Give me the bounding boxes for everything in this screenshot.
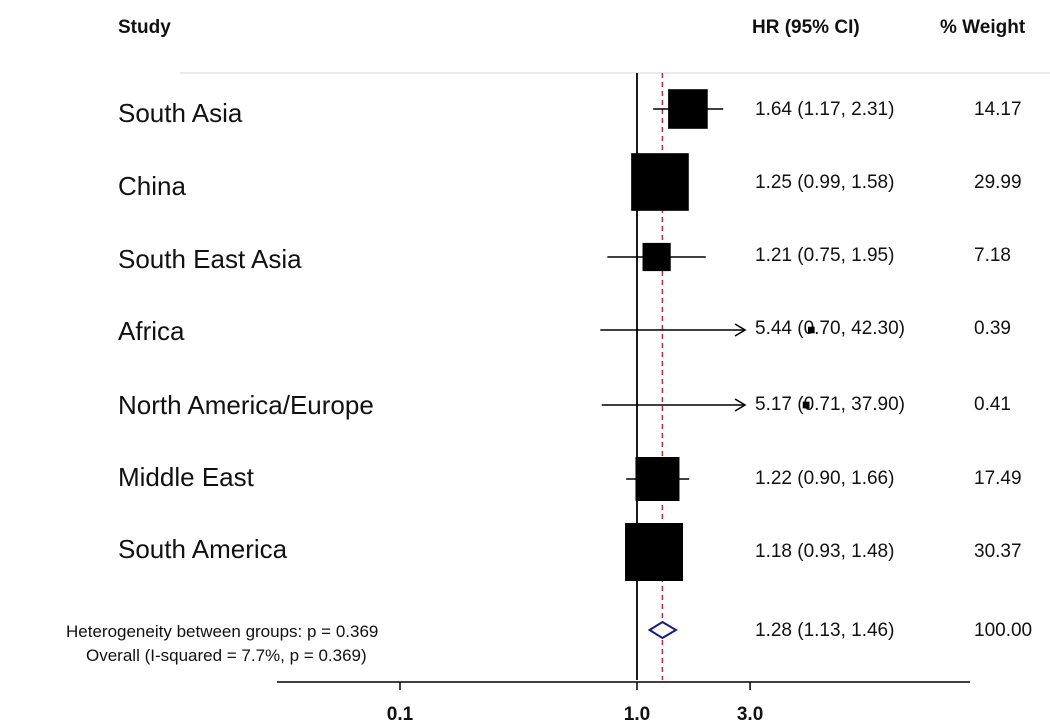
weight-square <box>625 523 684 581</box>
overall-label: Overall (I-squared = 7.7%, p = 0.369) <box>86 646 367 665</box>
weight-text: 29.99 <box>974 172 1022 193</box>
overall-ci-text: 1.28 (1.13, 1.46) <box>755 620 895 641</box>
ci-arrow <box>734 398 747 412</box>
heterogeneity-label: Heterogeneity between groups: p = 0.369 <box>66 622 379 641</box>
overall-diamond <box>647 620 678 640</box>
header-weight: % Weight <box>940 17 1026 38</box>
study-label: China <box>118 171 186 201</box>
study-label: South East Asia <box>118 244 302 274</box>
study-label: North America/Europe <box>118 390 374 420</box>
weight-square <box>668 89 708 129</box>
ci-text: 1.64 (1.17, 2.31) <box>755 99 895 120</box>
weight-square <box>642 242 671 272</box>
ci-arrow <box>734 323 747 337</box>
weight-text: 0.39 <box>974 318 1011 339</box>
weight-square <box>631 153 689 211</box>
x-tick-label: 1.0 <box>623 704 651 725</box>
study-label: Middle East <box>118 462 254 492</box>
x-tick-label: 3.0 <box>736 704 764 725</box>
ci-text: 5.17 (0.71, 37.90) <box>755 394 905 415</box>
header-estimate: HR (95% CI) <box>752 17 860 38</box>
x-tick-label: 0.1 <box>386 704 414 725</box>
weight-text: 0.41 <box>974 394 1011 415</box>
weight-square <box>808 326 815 334</box>
overall-weight-text: 100.00 <box>974 620 1033 641</box>
ci-text: 5.44 (0.70, 42.30) <box>755 318 905 339</box>
weight-square <box>635 456 680 502</box>
weight-text: 7.18 <box>974 245 1011 266</box>
study-label: South Asia <box>118 98 243 128</box>
ci-text: 1.22 (0.90, 1.66) <box>755 468 895 489</box>
weight-text: 14.17 <box>974 99 1022 120</box>
study-label: Africa <box>118 316 185 346</box>
weight-text: 30.37 <box>974 541 1022 562</box>
ci-text: 1.21 (0.75, 1.95) <box>755 245 895 266</box>
ci-text: 1.18 (0.93, 1.48) <box>755 541 895 562</box>
weight-square <box>802 401 810 409</box>
study-label: South America <box>118 534 288 564</box>
weight-text: 17.49 <box>974 468 1022 489</box>
ci-text: 1.25 (0.99, 1.58) <box>755 172 895 193</box>
header-study: Study <box>118 17 171 38</box>
